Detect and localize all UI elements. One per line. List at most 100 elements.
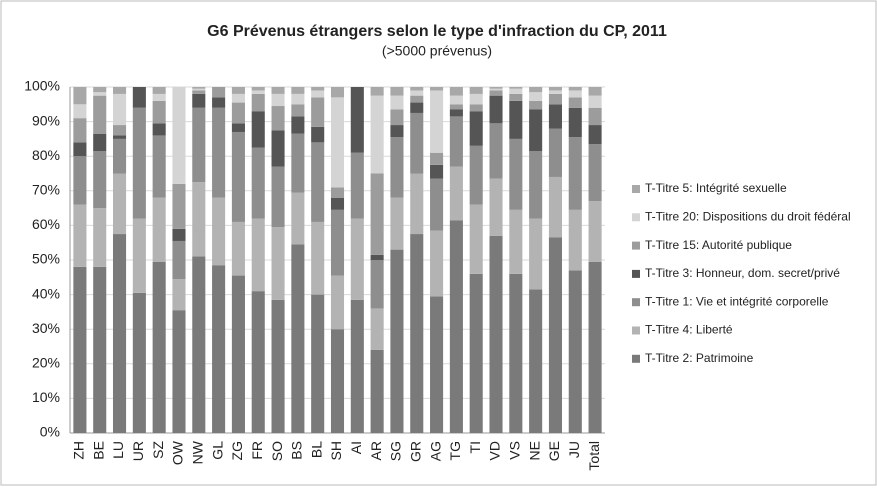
bar-segment [311,294,325,433]
bar-segment [350,299,364,433]
bar-segment [112,234,127,433]
bar-segment [489,87,503,89]
x-tick-label: BE [90,441,106,460]
x-tick-label: LU [110,441,126,459]
bar-segment [509,93,523,101]
x-tick-label: NW [189,440,205,464]
bar-segment [291,116,305,134]
bar-segment [330,97,345,188]
bar-segment [548,90,563,94]
bar-segment [251,218,265,292]
bar-segment [93,266,107,433]
bar-segment [469,87,483,94]
legend-swatch [632,326,640,335]
bar-segment [548,237,563,433]
x-tick-label: BS [289,441,305,460]
bar-segment [132,87,146,108]
y-tick-label: 60% [32,216,60,232]
bar-segment [350,87,364,153]
legend-label: T-Titre 4: Liberté [645,323,733,337]
bar-segment [449,109,463,117]
bar-segment [390,197,404,250]
x-tick-label: GL [209,441,225,460]
bar-segment [410,95,424,103]
bar-segment [231,221,245,276]
bar-segment [212,265,226,433]
bar-segment [370,254,384,260]
bar-segment [509,88,523,94]
bar-segment [449,95,463,105]
bar-segment [172,183,186,229]
x-tick-label: Total [586,441,602,471]
bar-segment [588,87,602,96]
x-tick-label: VD [487,441,503,460]
bar-segment [192,182,206,257]
bar-segment [568,97,582,108]
bar-segment [568,137,582,210]
bar-segment [430,296,444,433]
bar-segment [112,125,127,136]
bar-segment [231,87,245,94]
bar-segment [93,95,107,134]
x-tick-label: GE [546,441,562,461]
bar-segment [291,244,305,433]
bar-segment [529,100,543,110]
bar-segment [251,90,265,94]
bar-segment [350,152,364,219]
bar-segment [330,275,345,330]
bar-segment [370,260,384,309]
bar-segment [489,123,503,179]
x-tick-label: BL [308,441,324,458]
bar-segment [509,209,523,274]
legend-label: T-Titre 20: Dispositions du droit fédéra… [645,209,851,223]
bar-segment [330,329,345,433]
bar-segment [489,88,503,91]
bar-segment [251,87,265,91]
bar-segment [469,204,483,274]
bar-segment [231,131,245,222]
bar-segment [588,107,602,126]
bar-segment [271,299,285,433]
x-tick-label: AG [427,441,443,461]
bar-segment [112,87,127,94]
bar-segment [291,104,305,117]
bar-segment [410,90,424,96]
bar-segment [548,87,563,91]
y-tick-label: 80% [32,147,60,163]
bar-segment [529,87,543,93]
bar-segment [568,90,582,98]
bar-segment [192,88,206,91]
bar-segment [509,100,523,139]
bar-segment [449,220,463,433]
legend-swatch [632,354,640,363]
bar-segment [192,256,206,433]
bar-segment [430,87,444,91]
legend-swatch [632,269,640,278]
bar-segment [271,166,285,228]
legend-swatch [632,185,640,193]
bar-segment [291,87,305,94]
bar-segment [172,87,186,184]
y-tick-label: 30% [32,320,60,336]
bar-segment [430,90,444,153]
bar-segment [152,261,166,433]
legend-label: T-Titre 5: Intégrité sexuelle [645,181,787,195]
x-tick-label: TI [467,441,483,453]
bar-segment [93,151,107,209]
bar-segment [271,106,285,131]
bar-segment [212,107,226,198]
bar-segment [73,266,87,433]
bar-segment [350,218,364,300]
y-tick-label: 50% [32,251,60,267]
bar-segment [231,102,245,124]
bar-segment [311,126,325,143]
bar-segment [73,104,87,119]
bar-segment [370,173,384,255]
bar-segment [192,93,206,108]
bar-segment [212,97,226,108]
bar-segment [430,164,444,179]
bar-segment [251,93,265,112]
legend-swatch [632,241,640,250]
bar-segment [192,90,206,94]
x-tick-label: VS [507,441,523,460]
